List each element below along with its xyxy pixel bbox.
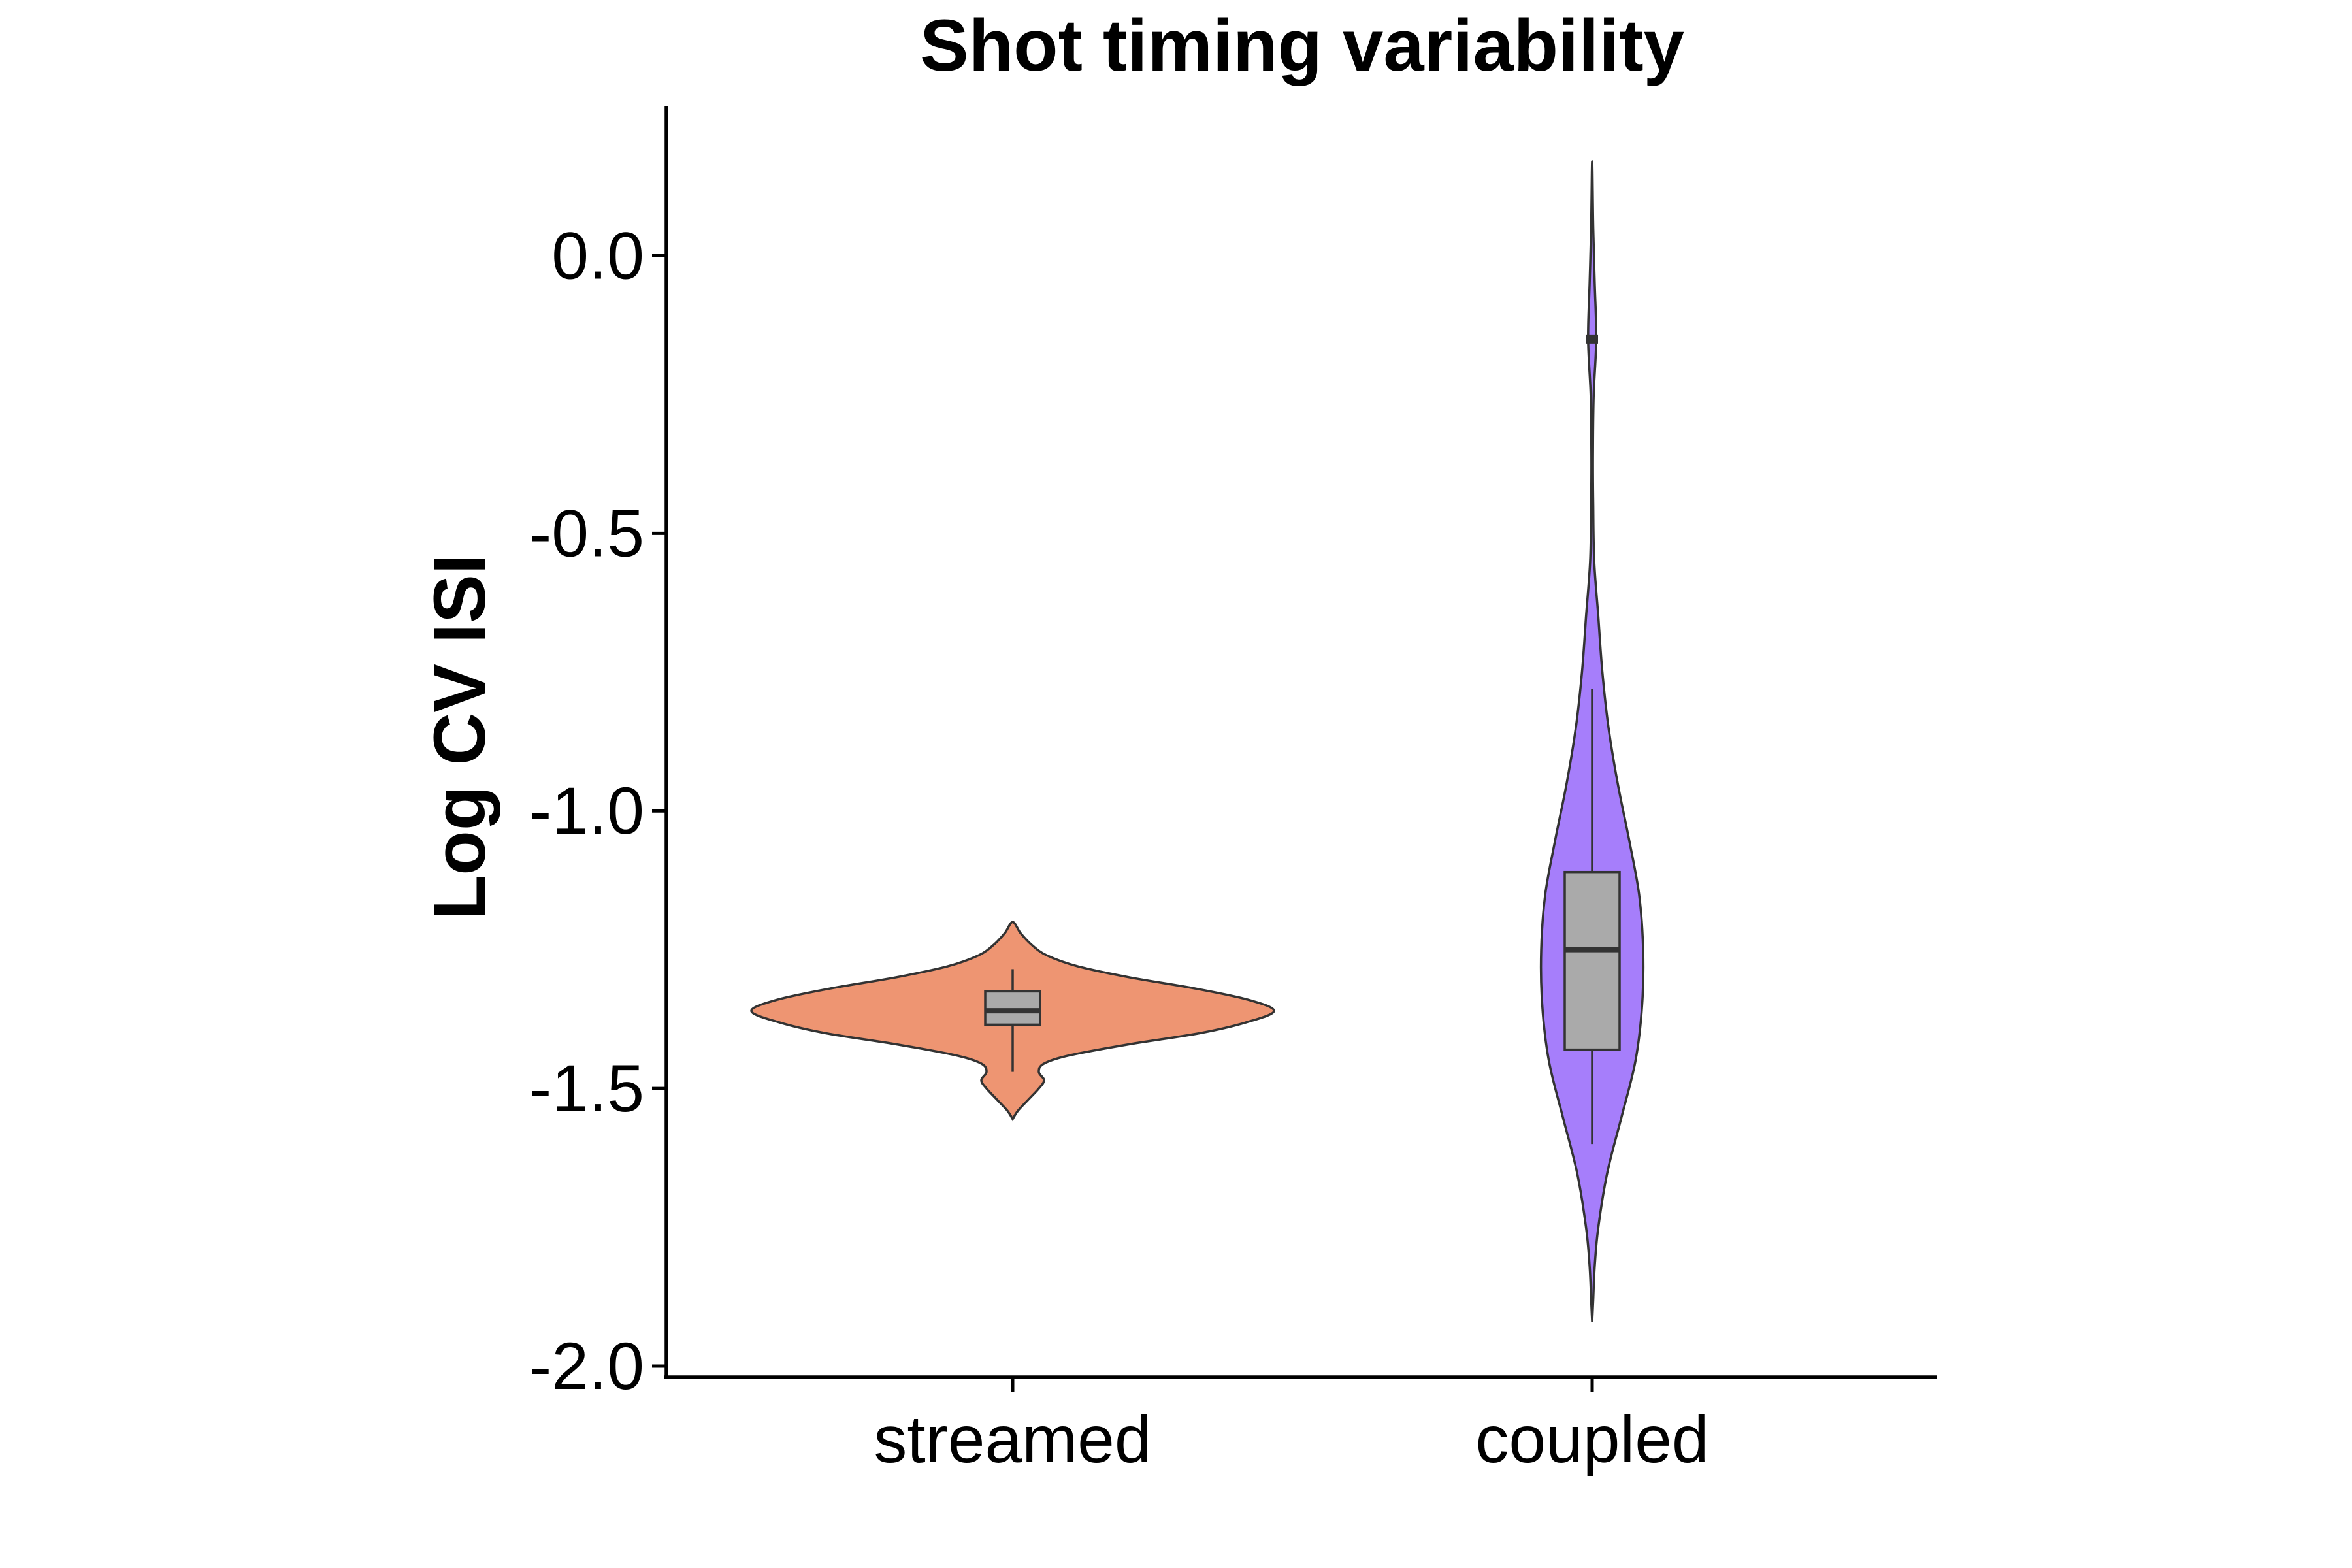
x-tick-label-coupled: coupled <box>1475 1402 1708 1477</box>
box-coupled <box>1563 870 1621 1051</box>
y-tick-label: -0.5 <box>529 496 644 570</box>
axes: 0.0 -0.5 -1.0 -1.5 -2.0 streamed coupled <box>529 218 1708 1477</box>
y-axis-label: Log CV ISI <box>419 554 500 920</box>
y-tick-label: -1.5 <box>529 1051 644 1126</box>
plot-area <box>750 160 1645 1322</box>
y-tick-label: -1.0 <box>529 774 644 848</box>
x-tick-label-streamed: streamed <box>874 1402 1151 1477</box>
box-streamed <box>984 990 1041 1026</box>
y-tick-label: 0.0 <box>551 218 644 293</box>
y-tick-label: -2.0 <box>529 1329 644 1403</box>
chart-title: Shot timing variability <box>920 5 1684 86</box>
